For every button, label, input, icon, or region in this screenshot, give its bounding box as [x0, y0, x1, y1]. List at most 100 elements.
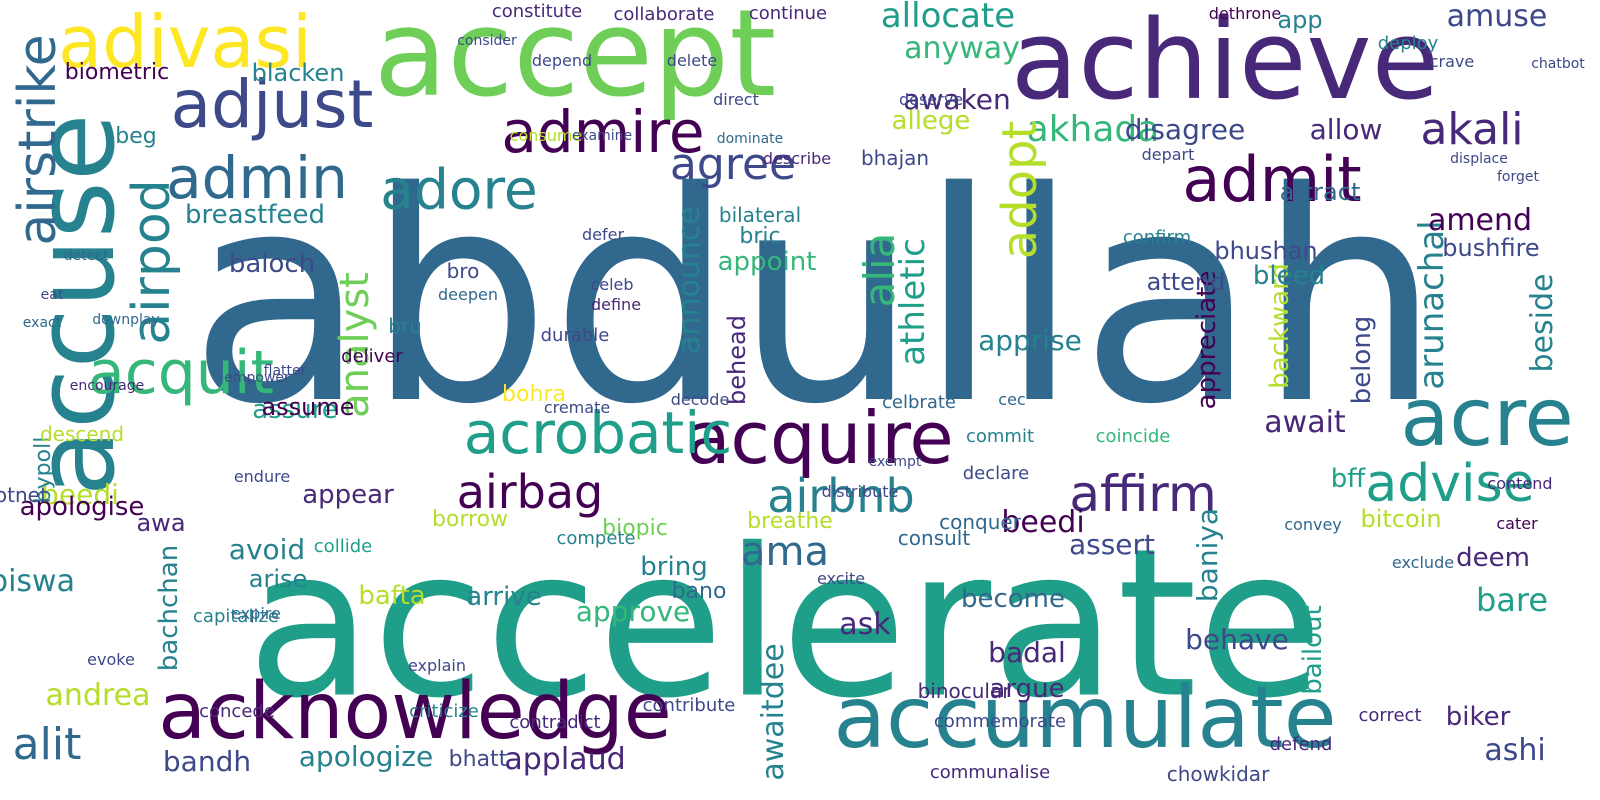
- word-descend: descend: [39, 422, 125, 446]
- word-airbnb: airbnb: [767, 469, 915, 523]
- word-bro: bro: [446, 259, 480, 283]
- word-forget: forget: [1497, 169, 1539, 185]
- word-define: define: [590, 295, 642, 314]
- word-bilateral: bilateral: [718, 203, 802, 227]
- word-celbrate: celbrate: [882, 392, 956, 413]
- word-constitute: constitute: [491, 1, 583, 22]
- word-declare: declare: [962, 463, 1030, 484]
- word-bohra: bohra: [502, 382, 566, 407]
- word-chatbot: chatbot: [1531, 56, 1585, 72]
- word-displace: displace: [1450, 151, 1508, 167]
- word-akhada: akhada: [1026, 109, 1160, 150]
- word-bare: bare: [1475, 581, 1549, 619]
- word-applaud: applaud: [504, 742, 626, 777]
- word-concede: concede: [199, 701, 275, 722]
- word-bandh: bandh: [162, 745, 252, 778]
- word-decode: decode: [670, 390, 730, 409]
- word-anyway: anyway: [904, 31, 1020, 66]
- word-encourage: encourage: [69, 378, 145, 394]
- word-collaborate: collaborate: [613, 4, 715, 25]
- word-examine: examine: [571, 128, 633, 144]
- word-dethrone: dethrone: [1208, 4, 1282, 23]
- word-blacken: blacken: [251, 59, 345, 87]
- word-alit: alit: [12, 719, 82, 770]
- word-deserve: deserve: [898, 90, 964, 109]
- word-direct: direct: [713, 90, 759, 109]
- word-celeb: celeb: [590, 275, 634, 294]
- word-downplay: downplay: [92, 312, 160, 328]
- word-depend: depend: [531, 51, 593, 70]
- word-airstrike: airstrike: [8, 34, 68, 246]
- word-await: await: [1264, 405, 1346, 440]
- word-agree: agree: [669, 139, 797, 190]
- word-airbag: airbag: [456, 465, 604, 519]
- word-cec: cec: [998, 390, 1026, 409]
- word-allege: allege: [891, 106, 971, 136]
- word-cater: cater: [1496, 514, 1538, 533]
- word-belong: belong: [1347, 315, 1377, 405]
- word-conquer: conquer: [939, 510, 1021, 534]
- word-bff: bff: [1330, 464, 1366, 494]
- word-compete: compete: [556, 528, 636, 549]
- word-bric: bric: [739, 224, 781, 249]
- word-akali: akali: [1420, 104, 1524, 155]
- word-announce: announce: [672, 206, 707, 354]
- word-biker: biker: [1445, 702, 1511, 732]
- word-bafta: bafta: [358, 581, 426, 611]
- word-consider: consider: [457, 33, 517, 49]
- word-appoint: appoint: [717, 247, 817, 277]
- word-criticize: criticize: [409, 701, 479, 722]
- word-amuse: amuse: [1446, 0, 1548, 34]
- word-binocular: binocular: [917, 679, 1011, 703]
- word-acquit: acquit: [87, 338, 275, 408]
- word-arise: arise: [248, 565, 308, 593]
- word-deploy: deploy: [1377, 33, 1439, 54]
- word-bhajan: bhajan: [860, 146, 930, 170]
- word-deem: deem: [1456, 543, 1530, 573]
- word-awaitdee: awaitdee: [756, 643, 791, 781]
- word-commit: commit: [965, 426, 1035, 447]
- word-ashi: ashi: [1484, 733, 1546, 768]
- word-admin: admin: [166, 144, 348, 212]
- word-commemorate: commemorate: [933, 711, 1067, 732]
- word-assure: assure: [252, 395, 338, 425]
- word-adjust: adjust: [170, 66, 374, 143]
- word-depart: depart: [1141, 145, 1195, 164]
- word-coincide: coincide: [1095, 426, 1171, 447]
- word-beedi-2: beedi: [41, 478, 119, 511]
- word-behave: behave: [1185, 623, 1289, 656]
- word-allow: allow: [1309, 113, 1383, 146]
- word-assume: assume: [261, 393, 355, 421]
- word-delete: delete: [666, 51, 718, 70]
- word-become: become: [960, 584, 1066, 614]
- word-confirm: confirm: [1122, 227, 1192, 248]
- word-admire: admire: [501, 98, 705, 166]
- word-avoid: avoid: [228, 533, 306, 566]
- word-eat: eat: [40, 287, 64, 303]
- word-contradict: contradict: [509, 712, 601, 733]
- word-bano: bano: [671, 579, 727, 604]
- word-bhatt: bhatt: [448, 747, 508, 772]
- word-correct: correct: [1358, 705, 1422, 726]
- word-assert: assert: [1068, 528, 1156, 561]
- word-awaken: awaken: [903, 83, 1011, 116]
- word-contribute: contribute: [642, 695, 736, 716]
- word-achieve: achieve: [1010, 0, 1440, 124]
- word-bitcoin: bitcoin: [1360, 505, 1442, 533]
- word-defer: defer: [581, 225, 625, 244]
- word-advise: advise: [1365, 454, 1535, 514]
- word-beside: beside: [1525, 273, 1560, 373]
- word-exclude: exclude: [1391, 553, 1455, 572]
- word-bhushan: bhushan: [1214, 237, 1318, 265]
- word-ama: ama: [741, 529, 829, 575]
- word-disagree: disagree: [1124, 113, 1246, 146]
- word-acrobatic: acrobatic: [463, 399, 733, 467]
- word-deliver: deliver: [341, 346, 403, 367]
- word-dominate: dominate: [716, 131, 784, 147]
- word-empower: empower: [224, 370, 290, 386]
- word-cremate: cremate: [543, 398, 611, 417]
- word-endure: endure: [233, 467, 291, 486]
- word-accelerate: accelerate: [246, 505, 1324, 744]
- word-bring: bring: [640, 552, 708, 582]
- word-flatter: flatter: [263, 363, 307, 379]
